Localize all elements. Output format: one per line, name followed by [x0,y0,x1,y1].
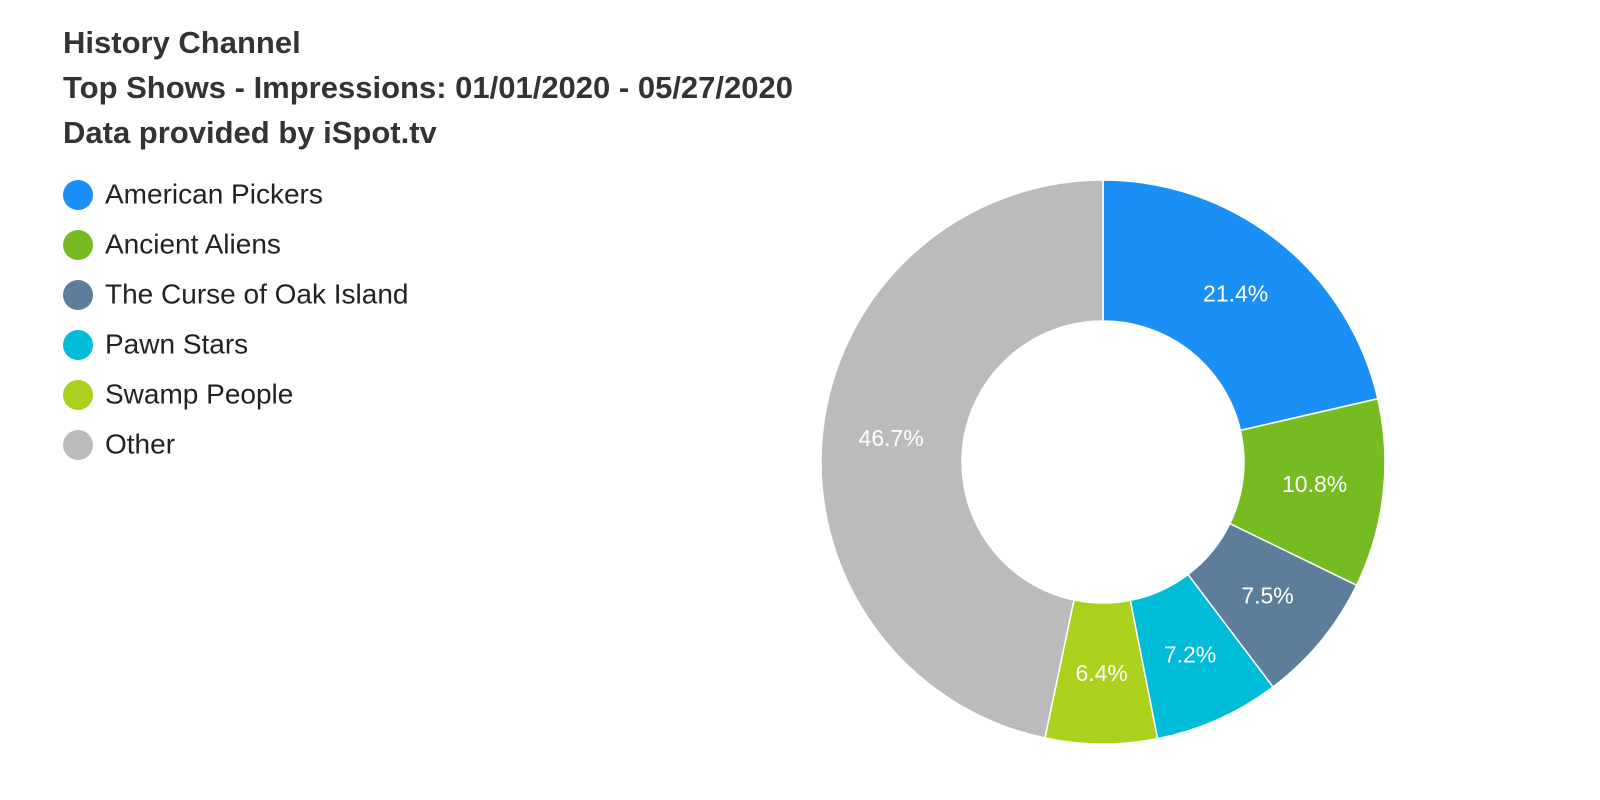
slice-label: 6.4% [1075,660,1127,686]
legend-swatch [63,230,93,260]
legend-label: The Curse of Oak Island [105,278,408,309]
legend-swatch [63,330,93,360]
legend-swatch [63,280,93,310]
slice-label: 7.2% [1164,641,1216,667]
slice-label: 46.7% [859,425,924,451]
slice-label: 21.4% [1203,280,1268,306]
chart-caption: Data provided by iSpot.tv [63,115,438,150]
slice-label: 7.5% [1241,582,1293,608]
legend-label: Swamp People [105,378,293,409]
chart-title: History Channel [63,25,301,60]
donut-slice [1102,179,1379,432]
chart-subtitle: Top Shows - Impressions: 01/01/2020 - 05… [63,70,793,105]
legend-swatch [63,430,93,460]
legend-label: Pawn Stars [105,328,248,359]
legend-label: American Pickers [105,178,323,209]
legend-swatch [63,180,93,210]
legend-swatch [63,380,93,410]
legend-label: Ancient Aliens [105,228,281,259]
slice-label: 10.8% [1282,471,1347,497]
legend-label: Other [105,428,175,459]
donut-slice [820,179,1104,739]
